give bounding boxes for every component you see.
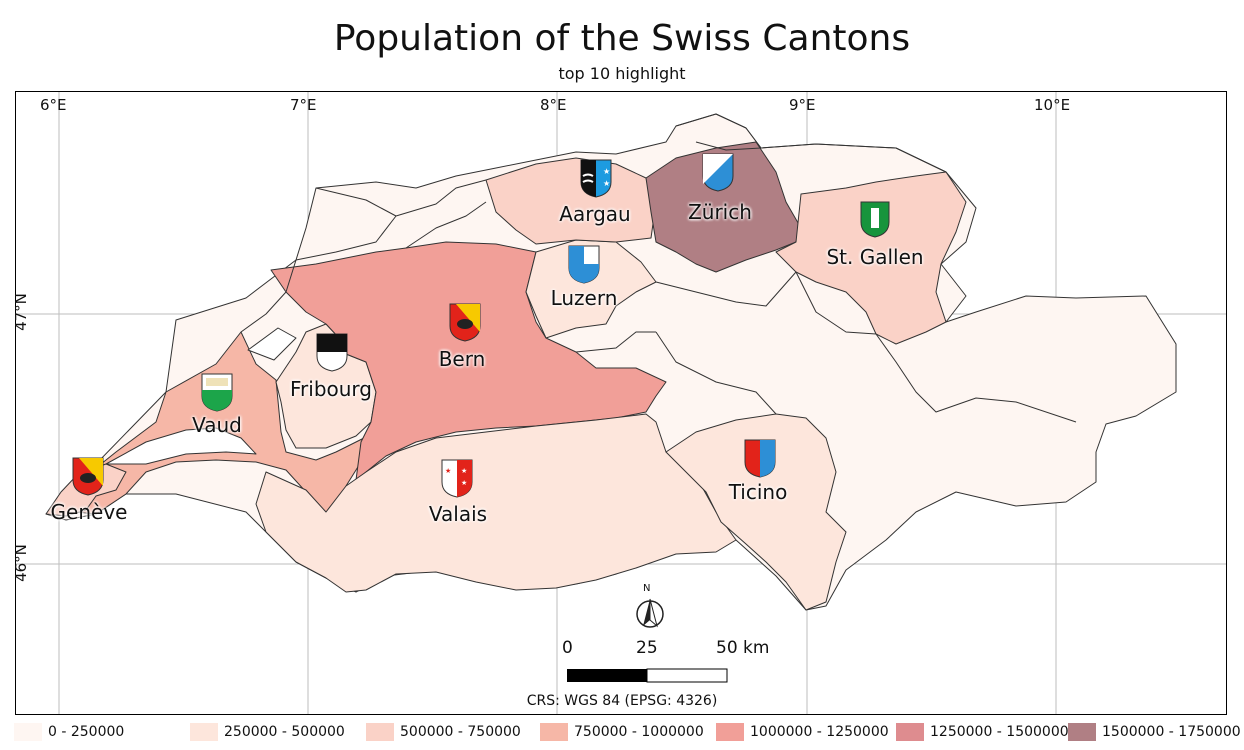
border-jura: [295, 187, 397, 261]
lake-neuchatel: [247, 327, 297, 361]
canton-borders: [240, 113, 1077, 423]
border-zug-schwyz: [655, 271, 797, 307]
border-uri: [655, 331, 777, 415]
map-title: Population of the Swiss Cantons: [333, 18, 911, 59]
legend-item-6: 1500000 - 1750000: [1068, 722, 1241, 742]
label-luzern: Luzern: [550, 286, 618, 310]
legend-label-2: 500000 - 750000: [400, 724, 521, 740]
scale-bar-light: [646, 668, 728, 683]
svg-text:★: ★: [603, 179, 610, 188]
vaud-coat-of-arms-icon: [201, 373, 233, 412]
label-bern: Bern: [438, 347, 486, 371]
canton-st-gallen[interactable]: [775, 171, 967, 345]
ticino-coat-of-arms-icon: [744, 439, 776, 478]
luzern-coat-of-arms-icon: [568, 245, 600, 284]
map-subtitle: top 10 highlight: [558, 64, 686, 83]
lon-label-10: 10°E: [1034, 96, 1071, 114]
geneve-coat-of-arms-icon: [72, 457, 104, 496]
scale-label-50: 50 km: [716, 638, 770, 658]
border-graubuenden: [875, 333, 1077, 423]
legend-swatch-4: [716, 723, 744, 741]
lon-label-8: 8°E: [540, 96, 567, 114]
north-arrow-icon: [636, 598, 664, 628]
scale-label-0: 0: [562, 638, 573, 658]
label-fribourg: Fribourg: [289, 377, 373, 401]
legend-label-1: 250000 - 500000: [224, 724, 345, 740]
scale-bar-dark: [567, 669, 647, 682]
label-vaud: Vaud: [192, 413, 242, 437]
legend-item-0: 0 - 250000: [14, 722, 124, 742]
label-ticino: Ticino: [728, 480, 788, 504]
legend-item-5: 1250000 - 1500000: [896, 722, 1069, 742]
border-glarus: [795, 271, 877, 335]
lon-label-6: 6°E: [40, 96, 67, 114]
svg-text:★: ★: [603, 167, 610, 176]
border-obwalden: [575, 331, 656, 353]
st-gallen-coat-of-arms-icon: [860, 201, 890, 238]
legend-swatch-0: [14, 723, 42, 741]
border-basel: [395, 179, 487, 217]
fribourg-coat-of-arms-icon: [316, 333, 348, 372]
border-neuchatel: [240, 259, 297, 333]
label-geneve: Genève: [50, 500, 128, 524]
legend-label-0: 0 - 250000: [48, 724, 125, 740]
legend-label-5: 1250000 - 1500000: [930, 724, 1069, 740]
legend-item-1: 250000 - 500000: [190, 722, 345, 742]
label-valais: Valais: [428, 502, 488, 526]
bern-coat-of-arms-icon: [449, 303, 481, 342]
legend-item-3: 750000 - 1000000: [540, 722, 704, 742]
border-solothurn: [405, 201, 487, 249]
aargau-coat-of-arms-icon: ★ ★: [580, 159, 612, 198]
legend-swatch-6: [1068, 723, 1096, 741]
legend-swatch-1: [190, 723, 218, 741]
legend-swatch-3: [540, 723, 568, 741]
legend-swatch-5: [896, 723, 924, 741]
legend-item-4: 1000000 - 1250000: [716, 722, 889, 742]
crs-label: CRS: WGS 84 (EPSG: 4326): [526, 693, 718, 709]
map-canvas: [16, 92, 1226, 714]
legend-swatch-2: [366, 723, 394, 741]
border-schaffhausen: [675, 113, 762, 151]
label-st-gallen: St. Gallen: [826, 245, 924, 269]
lon-label-7: 7°E: [290, 96, 317, 114]
legend-item-2: 500000 - 750000: [366, 722, 521, 742]
lat-label-47: 47°N: [11, 293, 30, 331]
scale-label-25: 25: [636, 638, 658, 658]
border-thurgau: [760, 143, 947, 173]
scale-bar: [567, 668, 728, 683]
canton-aargau[interactable]: [485, 157, 657, 245]
zurich-coat-of-arms-icon: [702, 153, 734, 192]
lake-geneva: [105, 427, 257, 465]
svg-text:★: ★: [445, 467, 451, 475]
label-zurich: Zürich: [688, 200, 752, 224]
svg-text:★: ★: [461, 479, 467, 487]
legend: 0 - 250000 250000 - 500000 500000 - 7500…: [0, 718, 1244, 746]
legend-label-4: 1000000 - 1250000: [750, 724, 889, 740]
lon-label-9: 9°E: [789, 96, 816, 114]
canton-valais[interactable]: [255, 413, 737, 593]
canton-zurich[interactable]: [645, 141, 802, 273]
legend-label-6: 1500000 - 1750000: [1102, 724, 1241, 740]
lat-label-46: 46°N: [11, 544, 30, 582]
map-frame[interactable]: ★ ★ ★ ★ ★: [15, 91, 1227, 715]
label-aargau: Aargau: [559, 202, 631, 226]
svg-text:★: ★: [461, 467, 467, 475]
north-arrow-label: N: [643, 583, 651, 594]
legend-label-3: 750000 - 1000000: [574, 724, 704, 740]
valais-coat-of-arms-icon: ★ ★ ★: [441, 459, 473, 498]
